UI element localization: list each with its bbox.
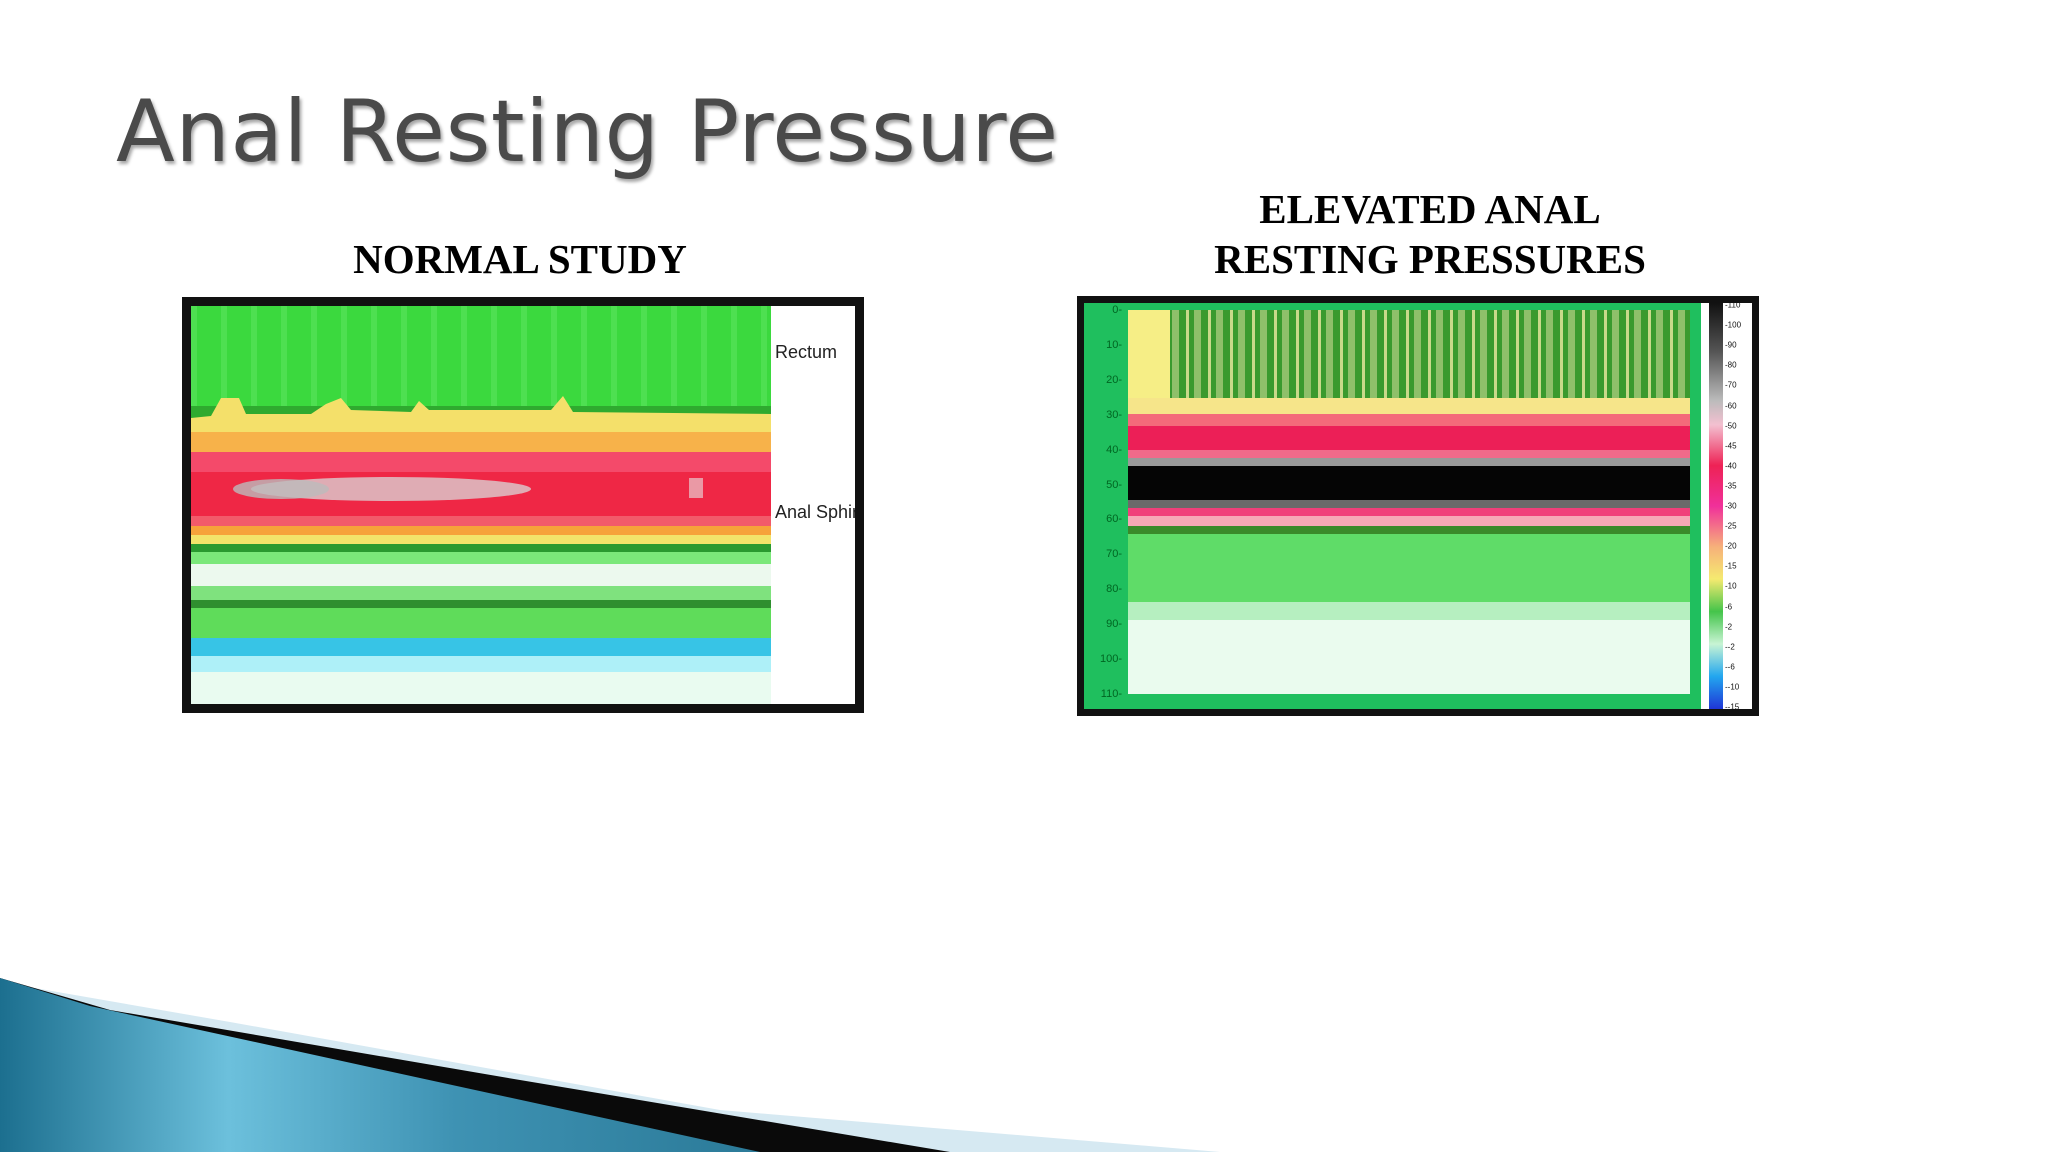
normal-study-caption: NORMAL STUDY — [353, 236, 687, 282]
normal-study-image: Rectum Anal Sphir — [182, 297, 864, 713]
depth-tick: 110- — [1100, 688, 1122, 700]
color-scale-tick: -90 — [1725, 340, 1737, 350]
color-scale-tick: -10 — [1725, 581, 1737, 591]
color-scale-tick: --2 — [1725, 642, 1735, 652]
slide-title: Anal Resting Pressure — [116, 82, 1059, 182]
rectum-label: Rectum — [775, 342, 838, 362]
color-scale-tick: --10 — [1725, 682, 1740, 692]
elevated-caption-line2: RESTING PRESSURES — [1214, 236, 1646, 282]
depth-tick: 90- — [1106, 618, 1122, 631]
depth-tick: 20- — [1106, 373, 1122, 386]
color-scale-tick: -110 — [1725, 303, 1741, 310]
color-scale-tick: -60 — [1725, 401, 1737, 410]
color-scale-tick: -45 — [1725, 441, 1737, 451]
decorative-swoosh — [0, 978, 1220, 1152]
depth-tick: 10- — [1106, 338, 1122, 351]
color-scale-tick: -50 — [1725, 421, 1737, 431]
depth-tick: 100- — [1099, 653, 1122, 666]
color-scale-tick: -100 — [1725, 320, 1742, 330]
depth-tick: 30- — [1106, 408, 1122, 421]
color-scale-tick: -20 — [1725, 541, 1737, 551]
color-scale-tick: --6 — [1725, 662, 1735, 672]
color-scale-tick: -40 — [1725, 461, 1737, 471]
color-scale-tick: -35 — [1725, 481, 1737, 491]
pressure-color-scale — [1709, 303, 1723, 709]
elevated-caption-line1: ELEVATED ANAL — [1259, 186, 1601, 232]
normal-pressure-topography — [191, 306, 771, 704]
depth-axis: 0- 10- 20- 30- 40- 50- 60- 70- 80- 90- 100- 110- — [1084, 303, 1128, 709]
anal-sphincter-label: Anal Sphir — [775, 502, 855, 522]
color-scale-tick: -30 — [1725, 501, 1737, 511]
color-scale-tick: -2 — [1725, 622, 1733, 632]
elevated-caption: ELEVATED ANAL RESTING PRESSURES — [1100, 184, 1760, 284]
color-scale-tick: --15 — [1725, 702, 1740, 710]
color-scale-tick: -6 — [1725, 602, 1733, 611]
depth-tick: 40- — [1106, 443, 1122, 456]
depth-tick: 80- — [1106, 583, 1122, 596]
depth-tick: 60- — [1106, 513, 1122, 526]
depth-tick: 70- — [1106, 548, 1122, 561]
depth-tick: 50- — [1106, 478, 1122, 491]
elevated-pressure-topography — [1128, 310, 1690, 694]
color-scale-tick: -70 — [1725, 380, 1737, 390]
color-scale-tick: -25 — [1725, 521, 1737, 531]
color-scale-tick: -80 — [1725, 360, 1737, 370]
elevated-study-image: 0- 10- 20- 30- 40- 50- 60- 70- 80- 90- 100- 110- — [1077, 296, 1759, 716]
color-scale-tick: -15 — [1725, 561, 1737, 571]
depth-tick: 0- — [1112, 304, 1122, 316]
